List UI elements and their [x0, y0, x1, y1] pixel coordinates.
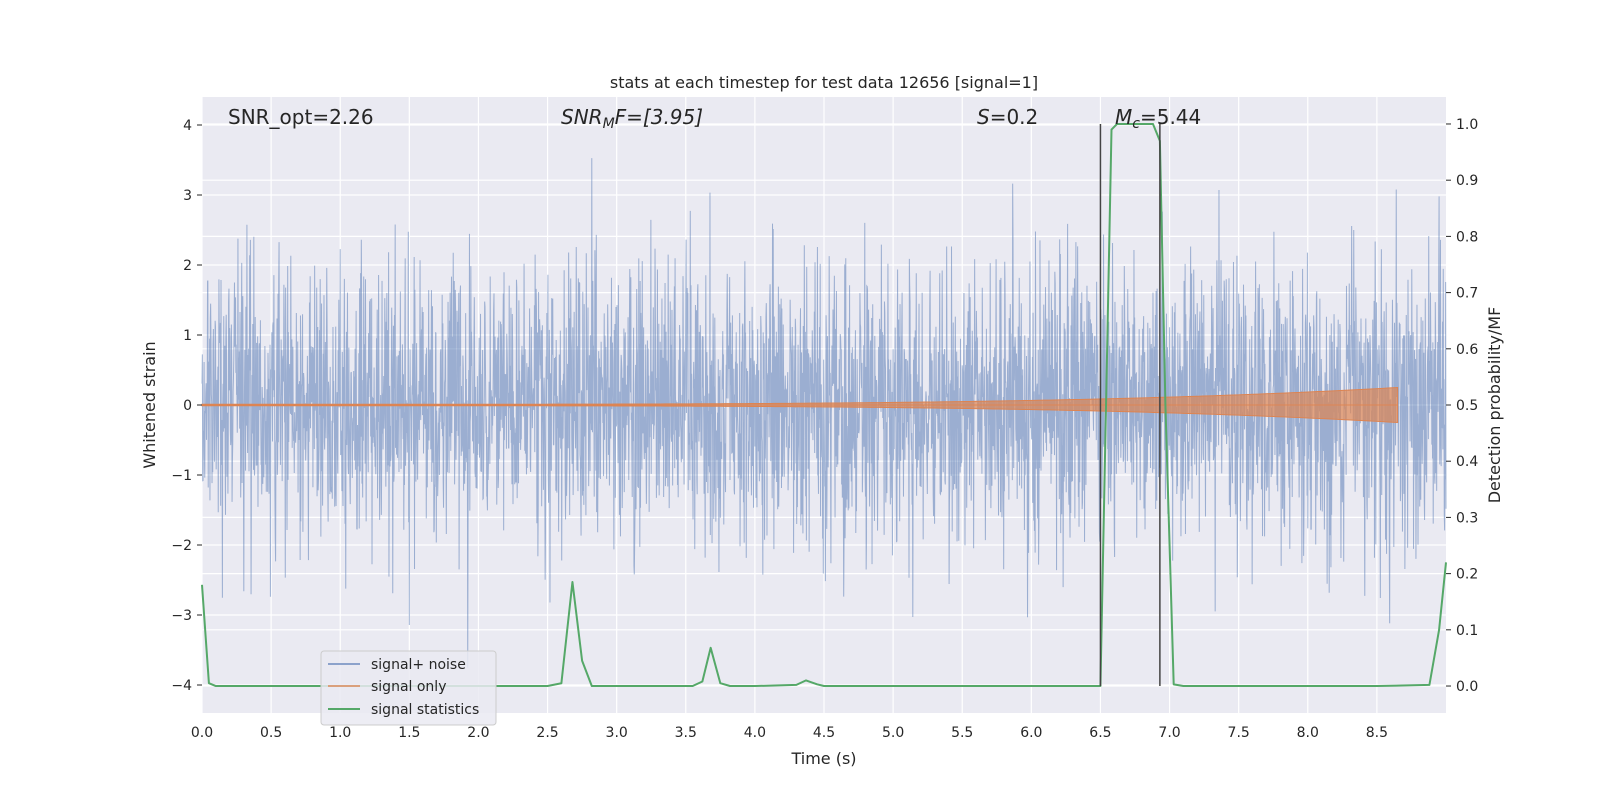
y-tick-label: −4	[171, 678, 192, 694]
x-tick-label: 5.5	[951, 725, 973, 741]
signal-statistics-line	[201, 122, 1447, 688]
x-tick-label: 4.5	[813, 725, 835, 741]
x-tick-label: 2.0	[467, 725, 489, 741]
y-right-tick-label: 0.7	[1456, 286, 1478, 302]
legend-label-signal-only: signal only	[371, 679, 446, 695]
y-right-tick-label: 0.5	[1456, 398, 1478, 414]
y-axis-label-right: Detection probability/MF	[1485, 307, 1504, 504]
x-tick-label: 6.0	[1020, 725, 1042, 741]
x-axis-label: Time (s)	[790, 749, 856, 768]
y-right-tick-label: 0.0	[1456, 679, 1478, 695]
annotation-snr-mf: SNRMF=[3.95]	[561, 105, 703, 132]
y-tick-label: −3	[171, 608, 192, 624]
y-right-tick-label: 0.1	[1456, 623, 1478, 639]
x-tick-label: 5.0	[882, 725, 904, 741]
y-right-tick-label: 1.0	[1456, 117, 1478, 133]
y-ticks-right: 0.0 0.1 0.2 0.3 0.4 0.5 0.6 0.7 0.8 0.9 1.0	[1446, 117, 1478, 695]
series-signal-statistics	[201, 122, 1447, 688]
y-tick-label: 1	[183, 328, 192, 344]
x-tick-label: 7.0	[1158, 725, 1180, 741]
y-right-tick-label: 0.8	[1456, 229, 1478, 245]
y-tick-label: 4	[183, 118, 192, 134]
vertical-lines	[1099, 123, 1161, 687]
y-right-tick-label: 0.2	[1456, 567, 1478, 583]
annotation-snr-opt: SNR_opt=2.26	[228, 105, 374, 129]
x-tick-label: 4.0	[744, 725, 766, 741]
x-tick-label: 0.5	[260, 725, 282, 741]
y-ticks-left: −4 −3 −2 −1 0 1 2 3 4	[171, 118, 202, 694]
y-axis-label: Whitened strain	[140, 341, 159, 468]
y-tick-label: 0	[183, 398, 192, 414]
legend-label-signal-statistics: signal statistics	[371, 702, 479, 718]
legend-box	[320, 650, 497, 726]
series-signal-only	[201, 386, 1399, 424]
signal-noise-line	[201, 158, 1447, 668]
y-tick-label: −1	[171, 468, 192, 484]
x-tick-label: 2.5	[536, 725, 558, 741]
x-tick-label: 8.0	[1297, 725, 1319, 741]
x-tick-label: 8.5	[1366, 725, 1388, 741]
y-right-tick-label: 0.3	[1456, 510, 1478, 526]
y-tick-label: −2	[171, 538, 192, 554]
annotation-s: S=0.2	[977, 105, 1038, 129]
chart-title: stats at each timestep for test data 126…	[610, 73, 1038, 92]
x-tick-label: 1.5	[398, 725, 420, 741]
x-tick-label: 1.0	[329, 725, 351, 741]
y-tick-label: 3	[183, 188, 192, 204]
legend: signal+ noise signal only signal statist…	[320, 650, 497, 726]
x-tick-label: 0.0	[191, 725, 213, 741]
y-right-tick-label: 0.4	[1456, 454, 1478, 470]
x-tick-label: 7.5	[1228, 725, 1250, 741]
y-right-tick-label: 0.6	[1456, 342, 1478, 358]
x-ticks: 0.0 0.5 1.0 1.5 2.0 2.5 3.0 3.5 4.0 4.5 5.0 5.5 6.0 6…	[191, 725, 1388, 741]
series-signal-noise	[201, 158, 1447, 668]
legend-label-signal-noise: signal+ noise	[371, 657, 466, 673]
y-tick-label: 2	[183, 258, 192, 274]
x-tick-label: 3.0	[606, 725, 628, 741]
x-tick-label: 6.5	[1089, 725, 1111, 741]
x-tick-label: 3.5	[675, 725, 697, 741]
annotation-mc: Mc=5.44	[1115, 105, 1201, 132]
y-right-tick-label: 0.9	[1456, 173, 1478, 189]
